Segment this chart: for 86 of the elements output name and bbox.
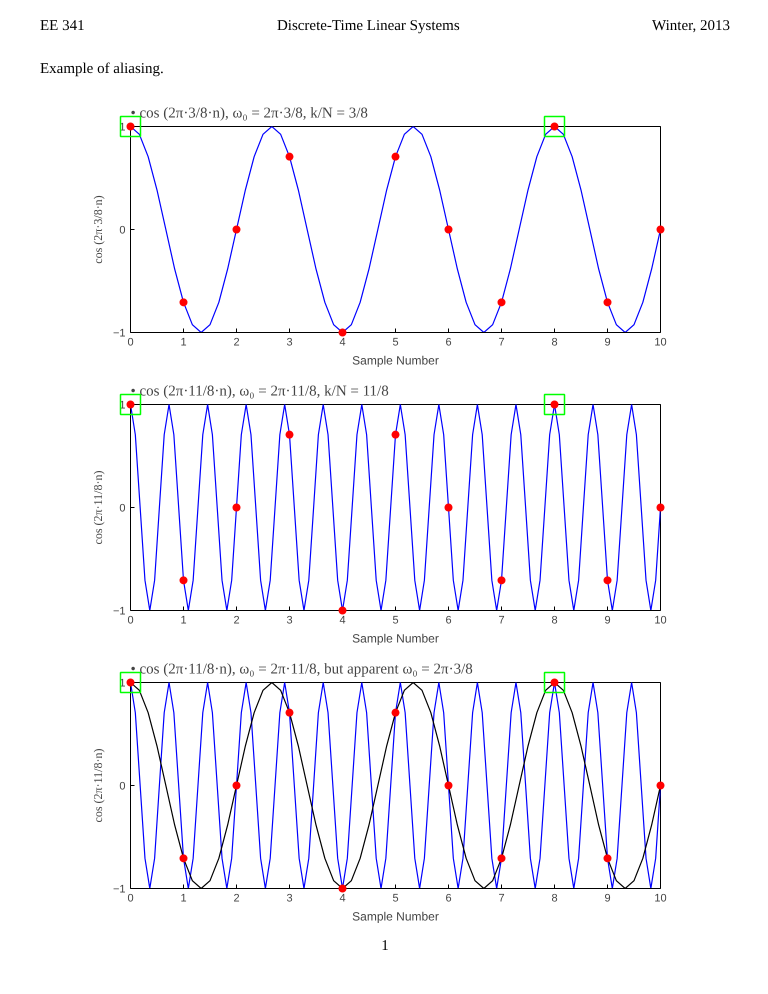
point — [286, 708, 294, 717]
point — [338, 328, 346, 336]
y-tick-label: 0 — [119, 224, 126, 236]
x-tick-label: 4 — [339, 336, 346, 348]
x-tick-label: 1 — [180, 892, 187, 904]
x-tick-label: 8 — [551, 336, 558, 348]
point — [232, 782, 240, 790]
x-tick-label: 7 — [498, 614, 505, 626]
x-tick-label: 8 — [551, 892, 558, 904]
point — [656, 226, 664, 234]
x-tick-label: 9 — [604, 892, 611, 904]
point — [120, 394, 142, 416]
x-tick-label: 3 — [286, 336, 293, 348]
x-tick-label: 2 — [233, 614, 240, 626]
point — [544, 394, 566, 416]
x-tick-label: 7 — [498, 892, 505, 904]
x-tick-label: 6 — [445, 892, 452, 904]
point — [656, 504, 664, 512]
x-tick-label: 10 — [654, 892, 667, 904]
text: EE 341 — [40, 17, 85, 36]
point — [656, 782, 664, 790]
y-axis-title: cos (2π·11/8·n) — [90, 748, 105, 822]
text: 1 — [380, 937, 390, 956]
point — [338, 884, 346, 892]
point — [286, 152, 294, 161]
point — [286, 430, 294, 439]
x-tick-label: 4 — [339, 892, 346, 904]
y-tick-label: 0 — [119, 502, 126, 514]
point — [392, 430, 400, 439]
y-tick-label: −1 — [112, 328, 126, 340]
y-tick-label: −1 — [112, 606, 126, 618]
point — [444, 226, 452, 234]
x-tick-label: 10 — [654, 614, 667, 626]
x-tick-label: 6 — [445, 336, 452, 348]
point — [338, 606, 346, 614]
point — [604, 298, 612, 306]
x-tick-label: 7 — [498, 336, 505, 348]
x-axis-title: Sample Number — [352, 910, 439, 924]
x-tick-label: 0 — [127, 614, 134, 626]
x-tick-label: 9 — [604, 336, 611, 348]
text: Winter, 2013 — [652, 17, 730, 36]
text: Discrete-Time Linear Systems — [276, 17, 460, 36]
point — [392, 152, 400, 161]
point — [232, 226, 240, 234]
x-axis-title: Sample Number — [352, 632, 439, 646]
x-tick-label: 5 — [392, 614, 399, 626]
y-axis-title: cos (2π·3/8·n) — [90, 195, 105, 264]
x-axis-title: Sample Number — [352, 354, 439, 368]
point — [498, 854, 506, 862]
x-tick-label: 3 — [286, 892, 293, 904]
x-tick-label: 1 — [180, 336, 187, 348]
x-tick-label: 10 — [654, 336, 667, 348]
text: Example of aliasing. — [40, 60, 165, 80]
x-tick-label: 9 — [604, 614, 611, 626]
x-tick-label: 2 — [233, 892, 240, 904]
x-tick-label: 5 — [392, 892, 399, 904]
point — [544, 116, 566, 138]
point — [498, 576, 506, 584]
x-tick-label: 5 — [392, 336, 399, 348]
point — [120, 672, 142, 694]
point — [180, 298, 188, 306]
x-tick-label: 0 — [127, 336, 134, 348]
chart-title: • cos (2π·3/8·n), ω₀ = 2π·3/8, k/N = 3/8 — [130, 106, 368, 122]
chart-title: • cos (2π·11/8·n), ω₀ = 2π·11/8, but apparent ω₀ = 2π·3/8 — [130, 662, 473, 678]
x-tick-label: 3 — [286, 614, 293, 626]
x-tick-label: 4 — [339, 614, 346, 626]
x-tick-label: 6 — [445, 614, 452, 626]
point — [180, 854, 188, 862]
point — [498, 298, 506, 306]
y-tick-label: 0 — [119, 780, 126, 792]
x-tick-label: 2 — [233, 336, 240, 348]
x-tick-label: 0 — [127, 892, 134, 904]
point — [392, 708, 400, 717]
point — [604, 576, 612, 584]
point — [604, 854, 612, 862]
point — [232, 504, 240, 512]
point — [120, 116, 142, 138]
y-tick-label: −1 — [112, 884, 126, 896]
point — [544, 672, 566, 694]
chart-title: • cos (2π·11/8·n), ω₀ = 2π·11/8, k/N = 11/8 — [130, 384, 389, 400]
x-tick-label: 1 — [180, 614, 187, 626]
y-axis-title: cos (2π·11/8·n) — [90, 470, 105, 544]
x-tick-label: 8 — [551, 614, 558, 626]
point — [444, 782, 452, 790]
point — [180, 576, 188, 584]
point — [444, 504, 452, 512]
